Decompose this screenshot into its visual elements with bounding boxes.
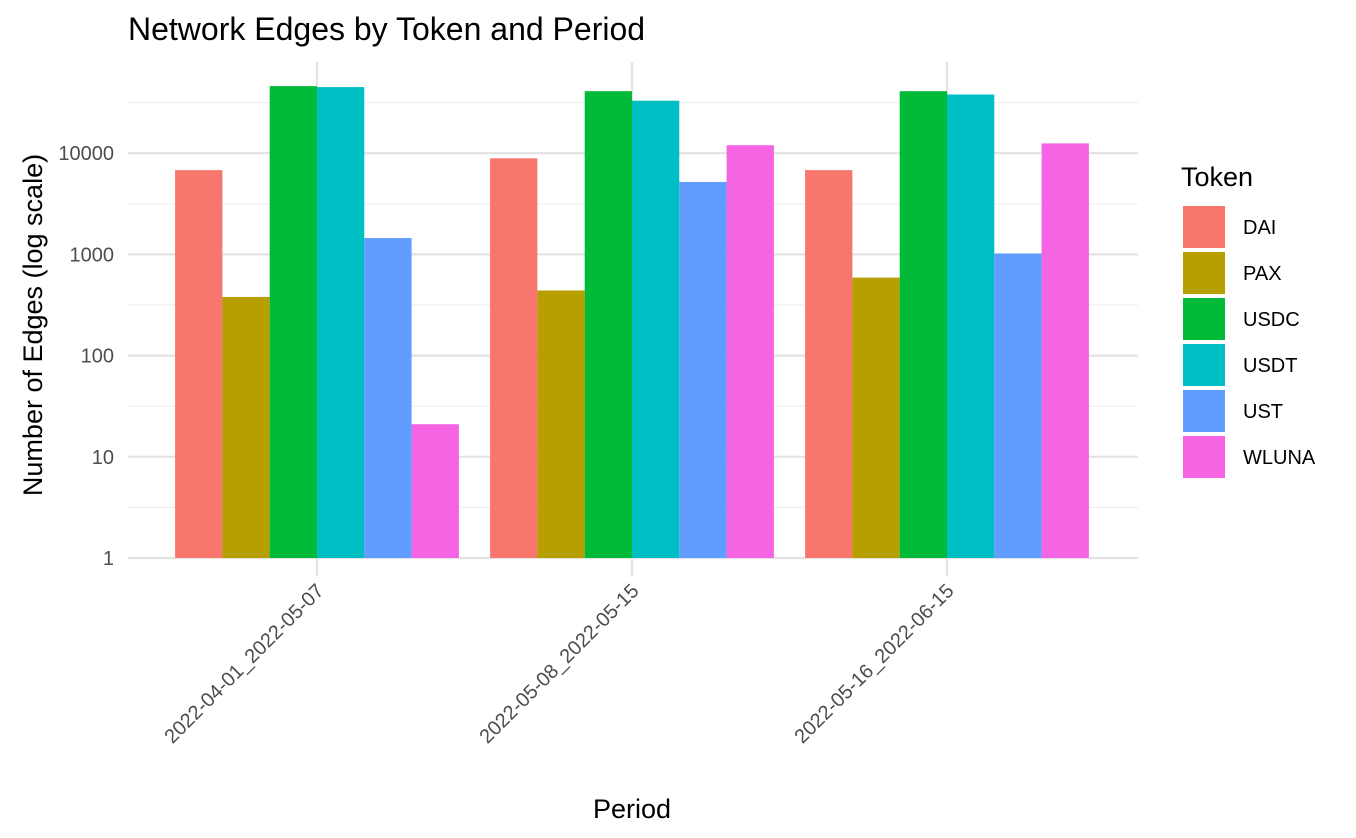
bar	[537, 290, 585, 558]
legend-key	[1183, 344, 1225, 386]
bar	[317, 87, 365, 558]
bar	[222, 296, 270, 558]
bar	[726, 145, 774, 558]
bars	[175, 86, 1089, 559]
bar	[411, 424, 459, 558]
bar	[852, 277, 900, 558]
y-axis-title: Number of Edges (log scale)	[18, 154, 48, 496]
legend-key	[1183, 252, 1225, 294]
legend-key	[1183, 206, 1225, 248]
bar	[175, 170, 223, 559]
bar	[584, 91, 632, 558]
bar	[899, 91, 947, 558]
legend-label: PAX	[1243, 263, 1282, 285]
y-tick-label: 100	[81, 346, 114, 368]
x-tick-label: 2022-05-16_2022-06-15	[790, 580, 958, 748]
legend-label: DAI	[1243, 217, 1276, 239]
bar	[947, 94, 995, 558]
legend-key	[1183, 436, 1225, 478]
x-axis-ticks: 2022-04-01_2022-05-07 2022-05-08_2022-05-…	[160, 580, 958, 748]
x-tick-label: 2022-05-08_2022-05-15	[475, 580, 643, 748]
y-axis-ticks: 1 10 100 1000 10000	[58, 143, 114, 570]
bar	[994, 253, 1042, 558]
bar	[632, 100, 680, 559]
legend-label: UST	[1243, 401, 1283, 423]
bar	[364, 238, 412, 558]
y-tick-label: 10000	[58, 143, 114, 165]
legend-label: USDT	[1243, 355, 1297, 377]
legend-label: USDC	[1243, 309, 1300, 331]
bar	[679, 181, 727, 558]
y-tick-label: 1	[103, 548, 114, 570]
bar	[1041, 143, 1089, 558]
bar	[805, 170, 853, 559]
legend-key	[1183, 390, 1225, 432]
legend-key	[1183, 298, 1225, 340]
bar	[490, 158, 538, 559]
legend-label: WLUNA	[1243, 447, 1316, 469]
chart-title: Network Edges by Token and Period	[128, 11, 645, 47]
bar	[269, 86, 317, 558]
x-axis-title: Period	[593, 794, 671, 824]
legend-title: Token	[1181, 162, 1253, 192]
y-tick-label: 10	[92, 447, 114, 469]
legend: Token DAI PAX USDC USDT UST WLUNA	[1181, 162, 1316, 478]
y-tick-label: 1000	[70, 244, 115, 266]
x-tick-label: 2022-04-01_2022-05-07	[160, 580, 328, 748]
